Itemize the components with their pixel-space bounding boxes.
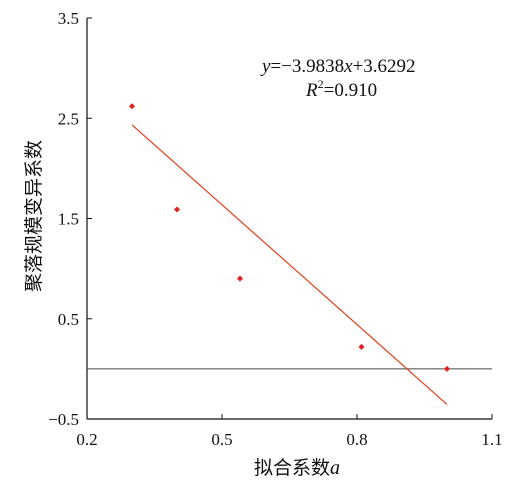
- r-squared-line: R2=0.910: [305, 77, 377, 101]
- data-point: [237, 275, 243, 282]
- x-axis-title-var: a: [330, 457, 340, 479]
- data-marks: [129, 103, 450, 405]
- trendline: [131, 124, 448, 405]
- data-point: [129, 103, 135, 110]
- data-point: [174, 206, 180, 213]
- x-tick-label: 1.1: [481, 430, 502, 449]
- x-axis-title: 拟合系数a: [254, 457, 340, 479]
- y-tick-label: 0.5: [58, 310, 79, 329]
- equation-tail: +3.6292: [353, 56, 416, 77]
- r-squared-var: R: [305, 80, 318, 101]
- y-tick-label: 1.5: [58, 210, 79, 229]
- x-axis-title-text: 拟合系数: [254, 457, 330, 479]
- equation-x-var: x: [343, 56, 353, 77]
- equation-body: =−3.9838: [270, 56, 344, 77]
- y-tick-label: 3.5: [58, 9, 79, 28]
- ticks: −0.5 0.5 1.5 2.5 3.5 0.2 0.5 0.8 1.1: [48, 9, 502, 449]
- equation-y-var: y: [260, 56, 271, 77]
- y-tick-label: −0.5: [48, 410, 79, 429]
- data-point: [444, 365, 450, 372]
- y-tick-label: 2.5: [58, 109, 79, 128]
- data-point: [358, 343, 365, 350]
- y-axis-title: 聚落规模变异系数: [23, 140, 45, 292]
- axes: [86, 18, 492, 420]
- r-squared-value: =0.910: [324, 80, 377, 101]
- equation-line: y=−3.9838x+3.6292: [260, 56, 416, 77]
- x-tick-label: 0.5: [211, 430, 232, 449]
- x-tick-label: 0.2: [76, 430, 97, 449]
- x-tick-label: 0.8: [346, 430, 367, 449]
- r-squared-sup: 2: [318, 77, 324, 91]
